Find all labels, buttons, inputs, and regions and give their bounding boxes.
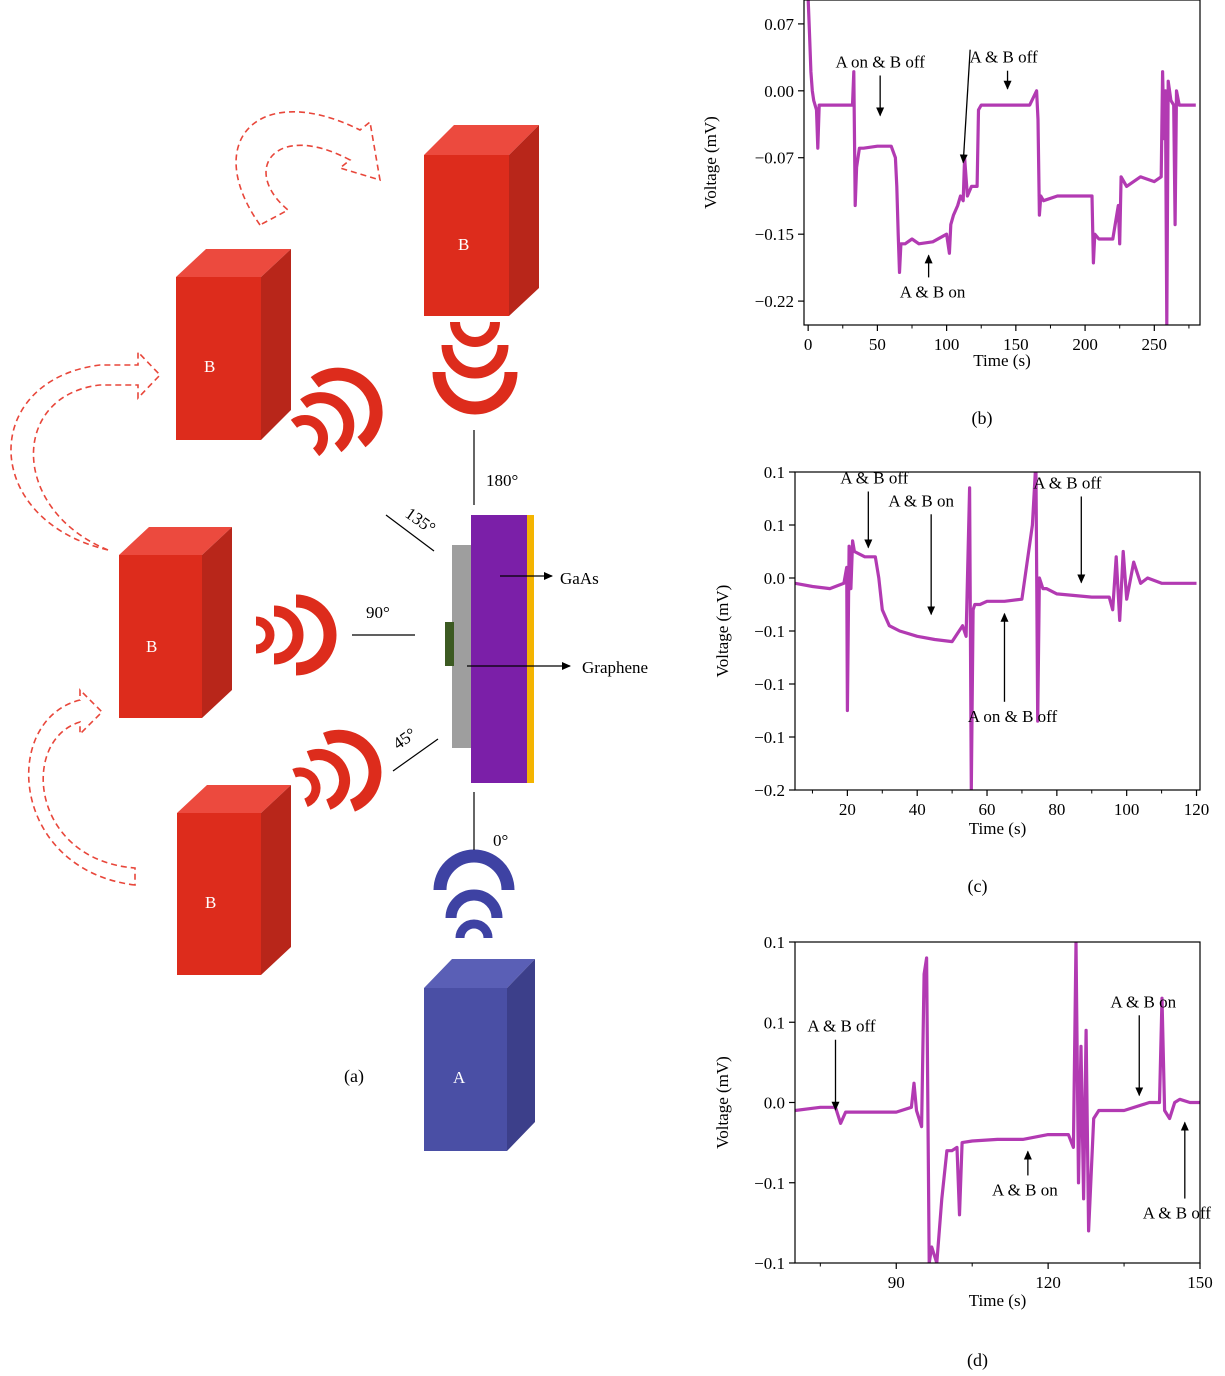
x-tick-label: 60 [979,800,996,819]
graphene-label: Graphene [582,658,648,677]
annotation-label: A & B on [900,282,966,301]
magnet-b-90: B [119,527,232,718]
x-axis-label: Time (s) [969,1291,1026,1310]
y-tick-label: −0.1 [754,1254,785,1273]
wave-icon-45 [292,729,382,812]
annotation-label: A & B off [840,469,909,488]
annotation-label: A & B off [1033,473,1102,492]
x-tick-label: 80 [1048,800,1065,819]
x-tick-label: 250 [1142,335,1168,354]
annotation-label: A & B on [992,1180,1058,1199]
plot-frame [803,0,1201,326]
y-tick-label: −0.1 [754,622,785,641]
x-tick-label: 0 [804,335,813,354]
wave-icon-135 [290,367,383,457]
chart-b: 0 50 100 150 200 250 0.07 0.00 −0.07 −0.15 −0.22 Ti… [701,0,1201,429]
angle-label-0: 0° [493,831,508,850]
annotation-label: A on & B off [835,52,925,71]
annotation-label: A & B on [888,491,954,510]
y-tick-label: 0.1 [764,516,785,535]
x-tick-label: 100 [1114,800,1140,819]
curved-arrow-135-to-180 [235,111,382,227]
experiment-diagram: B B B B A [10,111,648,1151]
x-axis-label: Time (s) [973,351,1030,370]
magnet-b-label: B [146,637,157,656]
rotation-arrows [10,111,382,886]
y-tick-label: −0.15 [755,225,794,244]
voltage-trace-line [795,472,1197,790]
y-tick-label: −0.1 [754,1174,785,1193]
gold-electrode [527,515,534,783]
x-tick-label: 90 [888,1273,905,1292]
angle-label-90: 90° [366,603,390,622]
x-tick-label: 50 [869,335,886,354]
panel-label-d: (d) [967,1350,988,1371]
wave-icon-90 [255,594,337,676]
x-tick-label: 40 [909,800,926,819]
substrate-layer [452,545,472,748]
voltage-trace-line [795,942,1200,1263]
y-tick-label: 0.0 [764,1094,785,1113]
y-axis-label: Voltage (mV) [713,1056,732,1149]
magnet-b-135: B [176,249,291,440]
annotation-arrow [959,49,971,164]
y-tick-label: 0.00 [764,82,794,101]
plot-frame [794,941,1201,1264]
magnet-a-label: A [453,1068,466,1087]
y-tick-label: 0.1 [764,933,785,952]
angle-lines [352,430,475,850]
angle-label-45: 45° [389,724,419,753]
annotation-label: A & B off [969,48,1038,67]
curved-arrow-90-to-135 [10,350,162,551]
magnet-b-label: B [458,235,469,254]
curved-arrow-45-to-90 [27,688,136,886]
y-tick-label: −0.22 [755,292,794,311]
angle-label-135: 135° [402,504,439,538]
chart-d: 90 120 150 0.1 0.1 0.0 −0.1 −0.1 Time (s) Voltage… [713,933,1213,1371]
x-tick-label: 100 [934,335,960,354]
magnet-b-label: B [204,357,215,376]
y-axis-label: Voltage (mV) [701,116,720,209]
gaas-label: GaAs [560,569,599,588]
device-stack [445,515,534,783]
plot-frame [794,471,1201,791]
y-axis-label: Voltage (mV) [713,585,732,678]
y-tick-label: −0.2 [754,781,785,800]
wave-icon-0 [433,849,515,939]
annotation-label: A & B on [1110,992,1176,1011]
panel-label-b: (b) [972,408,993,429]
y-tick-label: −0.1 [754,728,785,747]
voltage-trace-line [806,0,1196,325]
y-tick-label: −0.07 [755,149,795,168]
graphene-layer [445,622,454,666]
y-tick-label: −0.1 [754,675,785,694]
wave-icon-180 [432,321,518,415]
y-tick-label: 0.1 [764,463,785,482]
x-tick-label: 200 [1072,335,1098,354]
x-tick-label: 150 [1187,1273,1213,1292]
panel-label-a: (a) [344,1066,364,1087]
magnet-a-0: A [424,959,535,1151]
annotation-label: A & B off [1143,1204,1212,1223]
annotation-label: A on & B off [968,707,1058,726]
gaas-layer [471,515,527,783]
y-tick-label: 0.07 [764,15,794,34]
y-tick-label: 0.1 [764,1013,785,1032]
magnet-b-45: B [177,785,291,975]
x-tick-label: 120 [1184,800,1210,819]
chart-c: 20 40 60 80 100 120 0.1 0.1 0.0 −0.1 −0.1 −0.1 −0.2 T… [713,463,1210,897]
x-tick-label: 150 [1003,335,1029,354]
annotation-label: A & B off [807,1017,876,1036]
x-tick-label: 120 [1035,1273,1061,1292]
magnet-b-180: B [424,125,539,316]
magnet-b-label: B [205,893,216,912]
x-axis-label: Time (s) [969,819,1026,838]
panel-label-c: (c) [968,876,988,897]
x-tick-label: 20 [839,800,856,819]
y-tick-label: 0.0 [764,569,785,588]
angle-label-180: 180° [486,471,518,490]
